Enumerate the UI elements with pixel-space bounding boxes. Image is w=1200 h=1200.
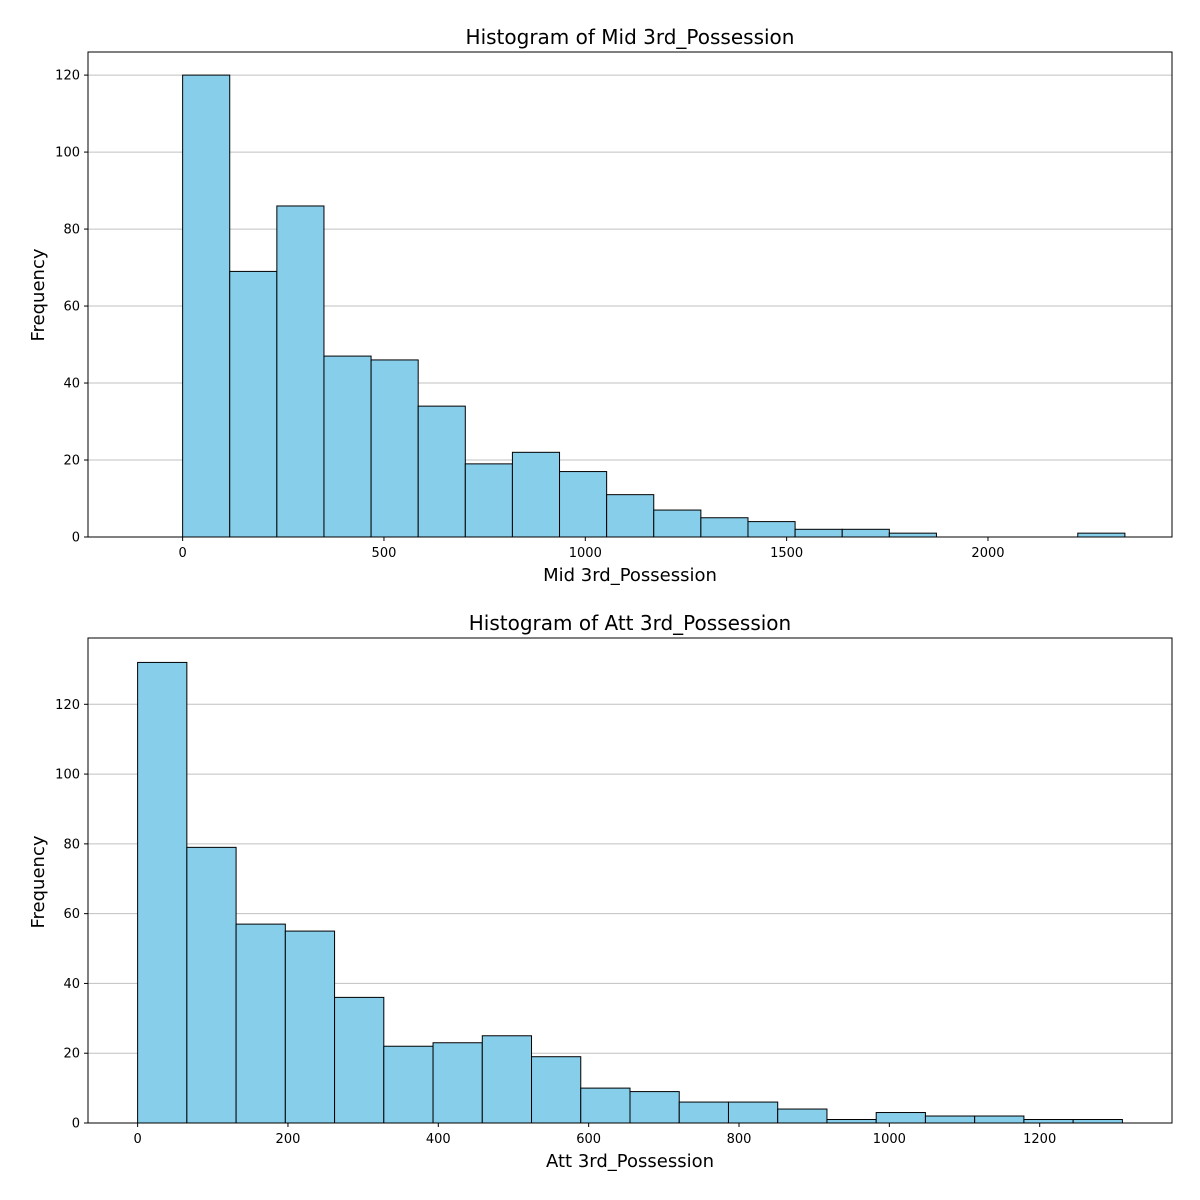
histogram-bar <box>875 1112 926 1124</box>
histogram-bar <box>606 494 655 538</box>
histogram-bar <box>276 205 325 538</box>
histogram-bar <box>888 532 937 538</box>
histogram-bar <box>826 1119 877 1124</box>
x-tick-label: 0 <box>133 1132 141 1147</box>
y-tick-label: 100 <box>55 146 80 161</box>
y-tick-label: 20 <box>63 1047 80 1062</box>
x-tick-label: 200 <box>276 1132 301 1147</box>
y-tick-label: 120 <box>55 69 80 84</box>
histogram-bar <box>777 1108 828 1124</box>
histogram-bar <box>1077 532 1126 538</box>
y-tick-label: 100 <box>55 768 80 783</box>
chart-title: Histogram of Mid 3rd_Possession <box>466 25 795 49</box>
histogram-bar <box>727 1101 779 1124</box>
x-tick-label: 1200 <box>1023 1132 1056 1147</box>
y-tick-label: 20 <box>63 454 80 469</box>
plot-frame <box>87 51 1173 538</box>
histogram-bar <box>794 528 843 538</box>
y-tick-label: 0 <box>72 1117 80 1132</box>
histogram-bar <box>186 846 237 1124</box>
histogram-bar <box>1023 1119 1074 1124</box>
histogram-bar <box>653 509 702 538</box>
histogram-bar <box>580 1087 631 1124</box>
histogram-bar <box>629 1091 680 1124</box>
x-tick-label: 1500 <box>770 546 803 561</box>
x-tick-label: 1000 <box>873 1132 906 1147</box>
x-tick-label: 800 <box>727 1132 752 1147</box>
histogram-bar <box>284 930 336 1124</box>
x-tick-label: 400 <box>426 1132 451 1147</box>
y-tick-label: 40 <box>63 977 80 992</box>
y-axis-label: Frequency <box>28 248 49 341</box>
histogram-bar <box>511 451 561 538</box>
chart-att-3rd-possession: Histogram of Att 3rd_Possession 0 20 40 60 8… <box>28 611 1173 1172</box>
x-tick-label: 1000 <box>569 546 602 561</box>
y-tick-label: 60 <box>63 300 80 315</box>
y-tick-label: 60 <box>63 907 80 922</box>
histogram-bar <box>481 1035 533 1124</box>
x-tick-label: 2000 <box>971 546 1004 561</box>
histogram-bar <box>464 463 513 538</box>
histogram-bar <box>334 996 385 1124</box>
y-tick-label: 80 <box>63 223 80 238</box>
histogram-bar <box>182 74 231 538</box>
y-tick-label: 120 <box>55 698 80 713</box>
histogram-bar <box>531 1056 582 1124</box>
histogram-bar <box>974 1115 1025 1124</box>
histogram-bar <box>229 270 278 538</box>
histogram-bar <box>700 517 749 538</box>
histogram-bar <box>370 359 419 538</box>
plot-frame <box>87 637 1173 1124</box>
y-tick-label: 0 <box>72 531 80 546</box>
chart-mid-3rd-possession: Histogram of Mid 3rd_Possession 0 20 40 60 8… <box>28 25 1173 586</box>
histogram-bar <box>1072 1119 1123 1124</box>
x-axis-label: Att 3rd_Possession <box>546 1151 714 1172</box>
histogram-bar <box>678 1101 729 1124</box>
histogram-bar <box>559 471 608 538</box>
y-tick-label: 80 <box>63 837 80 852</box>
x-tick-label: 0 <box>178 546 186 561</box>
chart-title: Histogram of Att 3rd_Possession <box>469 611 791 635</box>
histogram-bar <box>747 521 796 538</box>
histogram-bar <box>432 1042 483 1124</box>
histogram-bar <box>417 405 466 538</box>
histogram-bar <box>924 1115 976 1124</box>
histogram-bar <box>235 923 286 1124</box>
x-axis-label: Mid 3rd_Possession <box>543 565 717 586</box>
y-tick-label: 40 <box>63 377 80 392</box>
x-tick-label: 500 <box>372 546 397 561</box>
x-tick-label: 600 <box>576 1132 601 1147</box>
histogram-bar <box>841 528 890 538</box>
histogram-bar <box>323 355 372 538</box>
y-axis-label: Frequency <box>28 835 49 928</box>
histogram-bar <box>383 1045 434 1124</box>
histogram-bar <box>137 661 188 1124</box>
